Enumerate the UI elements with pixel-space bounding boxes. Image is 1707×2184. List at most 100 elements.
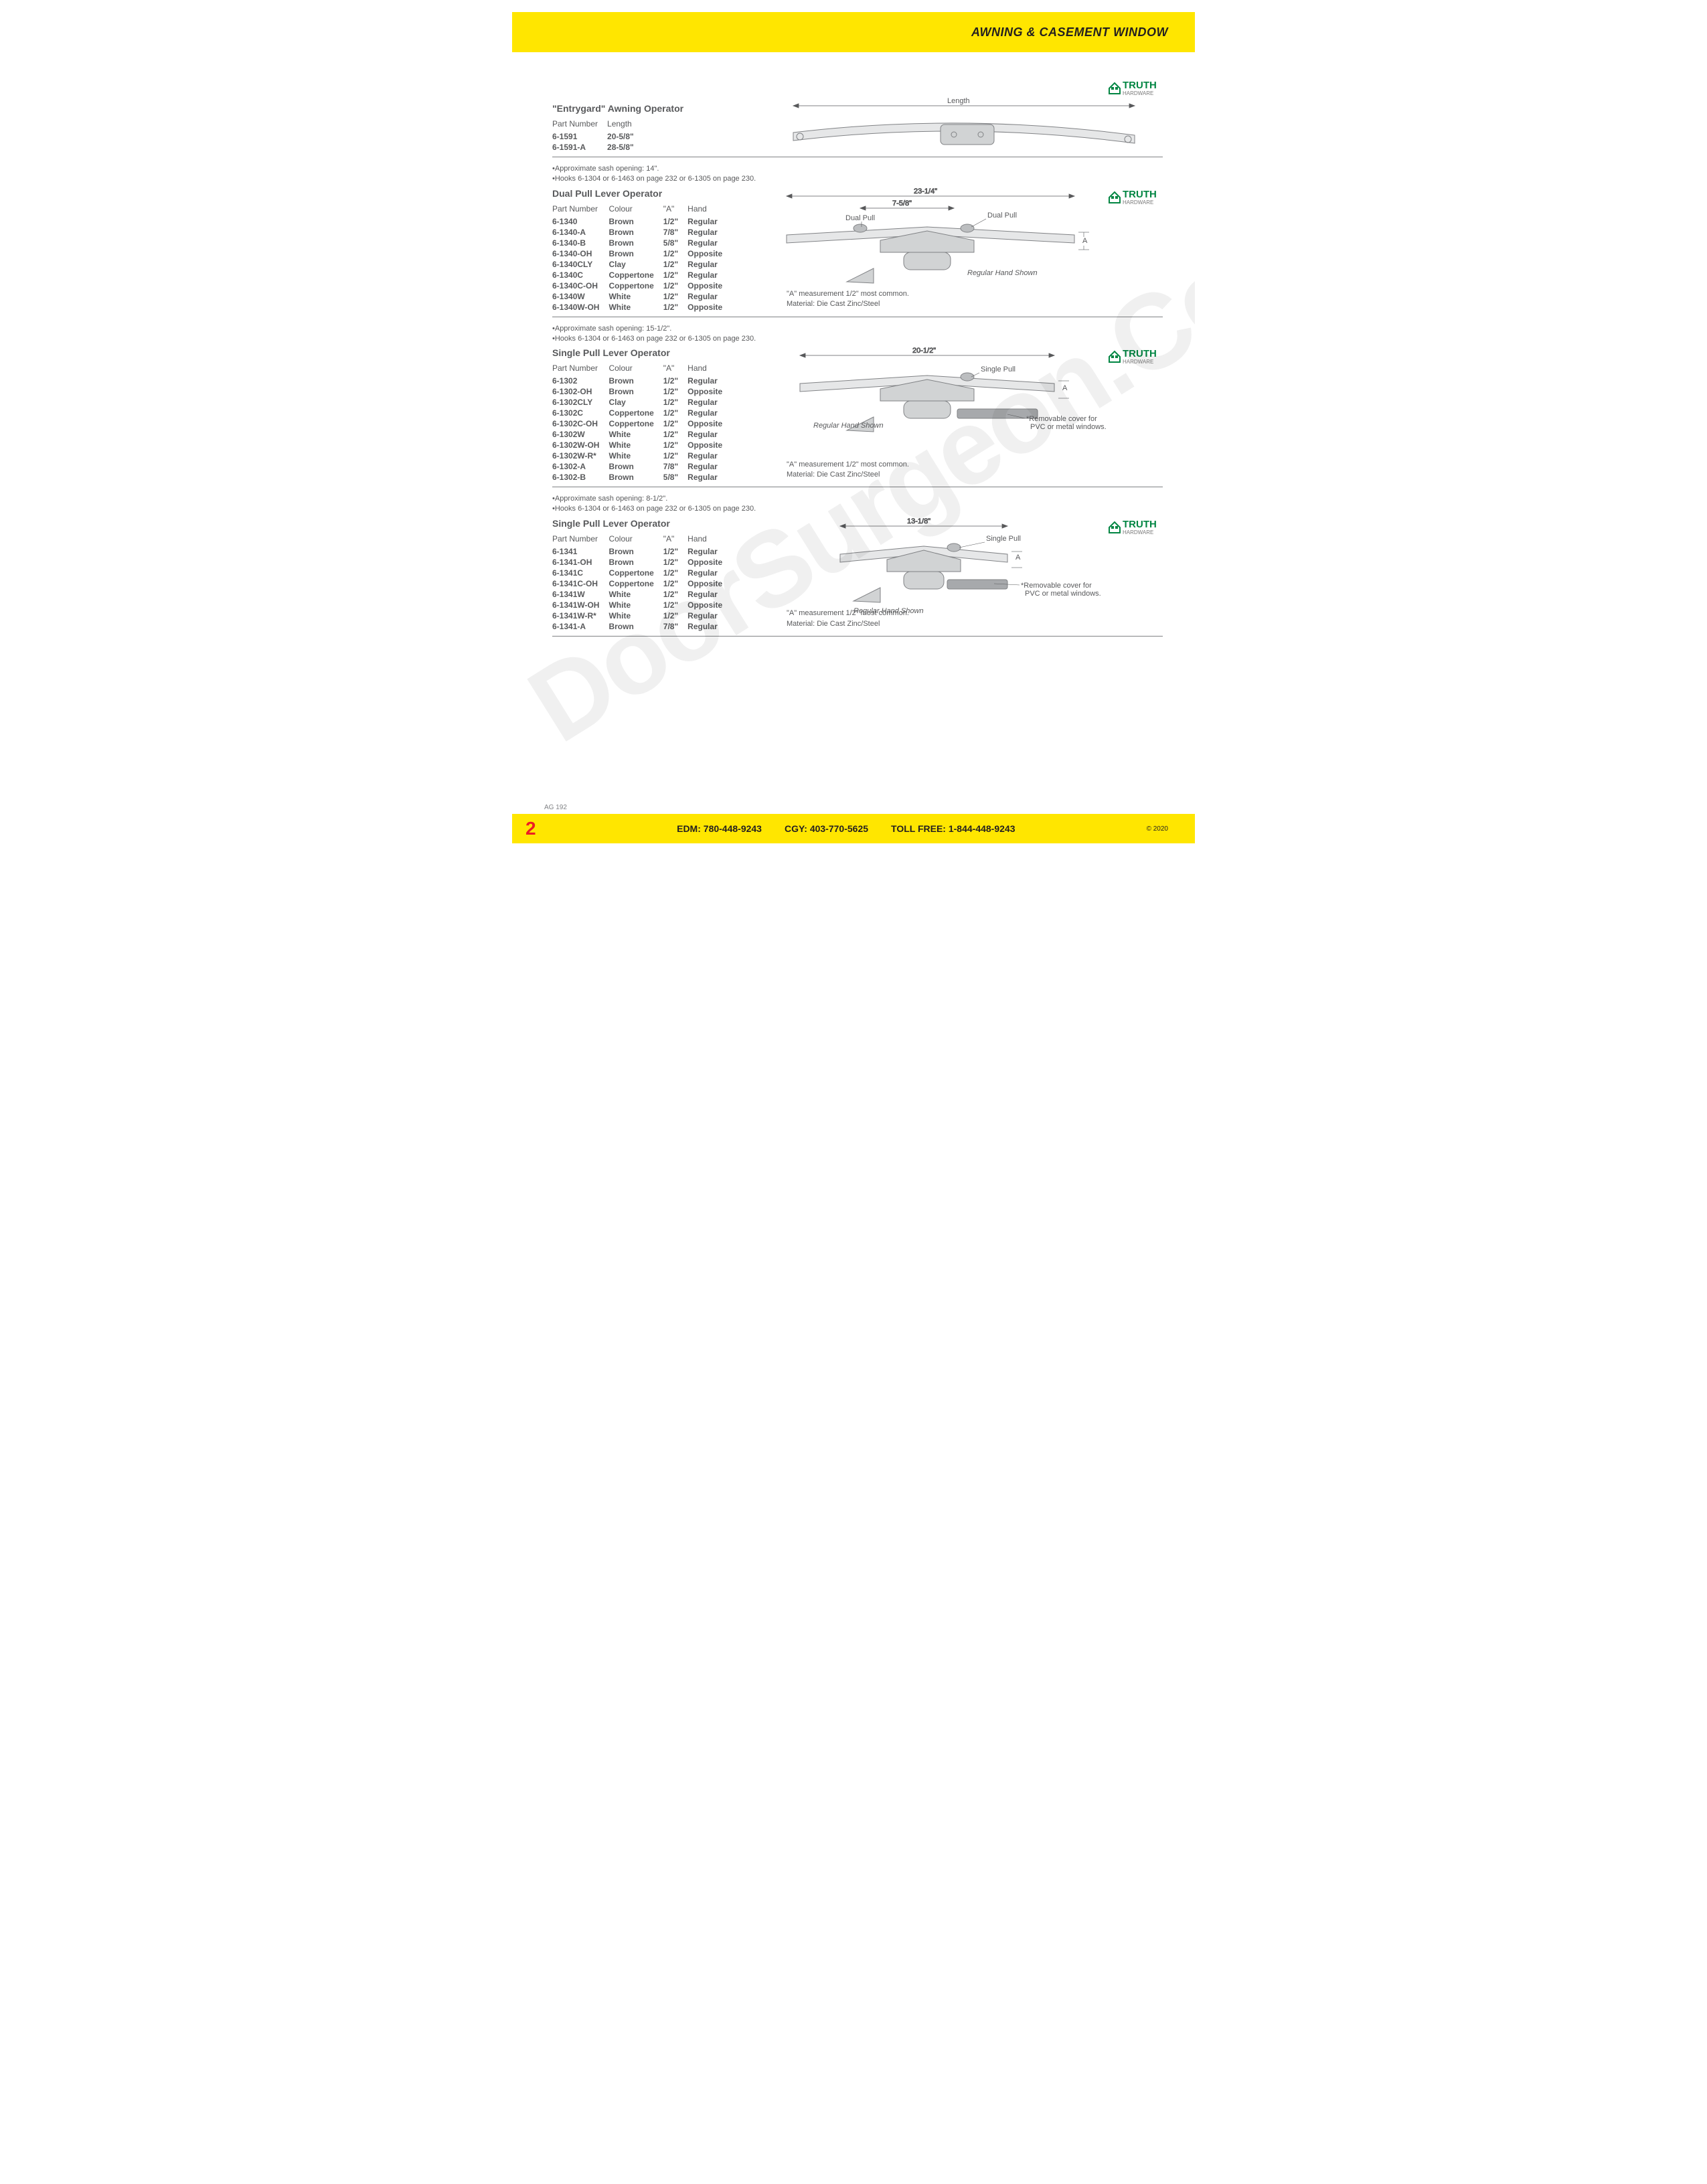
svg-text:Single Pull: Single Pull [981, 365, 1015, 373]
section2-title: Dual Pull Lever Operator [552, 188, 773, 199]
table-cell: 7/8" [663, 461, 687, 472]
svg-text:Single Pull: Single Pull [986, 535, 1021, 543]
table-cell: 6-1340C-OH [552, 280, 608, 291]
material-label: Material: [787, 620, 815, 628]
table-cell: White [608, 429, 663, 440]
svg-text:Regular Hand Shown: Regular Hand Shown [967, 269, 1038, 277]
table-cell: Coppertone [608, 578, 663, 589]
section4-notes: •Approximate sash opening: 8-1/2". •Hook… [552, 494, 1163, 514]
table-cell: Coppertone [608, 568, 663, 578]
table-cell: 1/2" [663, 375, 687, 386]
table-cell: 1/2" [663, 610, 687, 621]
table-cell: 6-1340C [552, 270, 608, 280]
table-cell: Regular [687, 238, 732, 248]
table-cell: 5/8" [663, 238, 687, 248]
table-cell: Regular [687, 472, 732, 483]
table-cell: Brown [608, 461, 663, 472]
svg-text:7-5/8": 7-5/8" [892, 199, 912, 207]
table-row: 6-1341WWhite1/2"Regular [552, 589, 732, 600]
table-row: 6-1340W-OHWhite1/2"Opposite [552, 302, 732, 313]
table-cell: 7/8" [663, 621, 687, 632]
table-cell: 6-1341 [552, 546, 608, 557]
table-cell: Regular [687, 589, 732, 600]
table-cell: Coppertone [608, 418, 663, 429]
svg-text:HARDWARE: HARDWARE [1123, 199, 1153, 205]
table-header-row: Part Number Length [552, 118, 643, 131]
svg-text:13-1/8": 13-1/8" [907, 518, 930, 525]
svg-text:*Removable cover for: *Removable cover for [1026, 415, 1097, 423]
table-cell: Brown [608, 621, 663, 632]
col-a: "A" [663, 533, 687, 546]
table-row: 6-1591-A28-5/8" [552, 142, 643, 153]
svg-text:PVC or metal windows.: PVC or metal windows. [1030, 423, 1107, 431]
table-cell: 6-1302-B [552, 472, 608, 483]
section1-table: Part Number Length 6-159120-5/8"6-1591-A… [552, 118, 643, 153]
table-cell: 1/2" [663, 408, 687, 418]
note-line: •Hooks 6-1304 or 6-1463 on page 232 or 6… [552, 174, 1163, 184]
table-cell: 28-5/8" [607, 142, 643, 153]
section-dual-pull: •Approximate sash opening: 14". •Hooks 6… [552, 164, 1163, 317]
note-line: •Hooks 6-1304 or 6-1463 on page 232 or 6… [552, 504, 1163, 514]
table-cell: Regular [687, 216, 732, 227]
table-row: 6-1302Brown1/2"Regular [552, 375, 732, 386]
table-cell: 6-1302 [552, 375, 608, 386]
table-cell: 6-1302W-OH [552, 440, 608, 450]
table-cell: 1/2" [663, 578, 687, 589]
material-note: "A" measurement 1/2" most common. Materi… [787, 289, 909, 310]
svg-text:A: A [1015, 554, 1021, 562]
table-cell: 6-1302-A [552, 461, 608, 472]
table-cell: 6-1340-B [552, 238, 608, 248]
diagram-single-pull-1: 20-1/2" Single Pull A [773, 347, 1148, 461]
section2-tbody: 6-1340Brown1/2"Regular6-1340-ABrown7/8"R… [552, 216, 732, 313]
table-row: 6-1302WWhite1/2"Regular [552, 429, 732, 440]
page-footer: AG 192 2 EDM: 780-448-9243 CGY: 403-770-… [512, 804, 1195, 843]
table-cell: Coppertone [608, 270, 663, 280]
table-row: 6-1341W-OHWhite1/2"Opposite [552, 600, 732, 610]
svg-text:TRUTH: TRUTH [1123, 80, 1157, 91]
table-cell: 1/2" [663, 546, 687, 557]
table-cell: 1/2" [663, 557, 687, 568]
section2-table: Part Number Colour "A" Hand 6-1340Brown1… [552, 203, 732, 313]
footer-code: AG 192 [512, 804, 1195, 811]
table-cell: 1/2" [663, 302, 687, 313]
table-cell: White [608, 291, 663, 302]
table-cell: 6-1341-OH [552, 557, 608, 568]
table-row: 6-1340CCoppertone1/2"Regular [552, 270, 732, 280]
table-cell: White [608, 302, 663, 313]
table-cell: 20-5/8" [607, 131, 643, 142]
table-cell: 1/2" [663, 216, 687, 227]
svg-text:HARDWARE: HARDWARE [1123, 529, 1153, 535]
table-row: 6-1302CCoppertone1/2"Regular [552, 408, 732, 418]
truth-hardware-logo: TRUTH HARDWARE [1103, 345, 1163, 367]
header-bar: AWNING & CASEMENT WINDOW [512, 12, 1195, 52]
table-cell: 1/2" [663, 418, 687, 429]
section3-table: Part Number Colour "A" Hand 6-1302Brown1… [552, 362, 732, 483]
table-header-row: Part Number Colour "A" Hand [552, 362, 732, 375]
page-category-title: AWNING & CASEMENT WINDOW [971, 25, 1168, 39]
svg-text:PVC or metal windows.: PVC or metal windows. [1025, 590, 1101, 598]
table-cell: Regular [687, 568, 732, 578]
table-cell: Regular [687, 259, 732, 270]
main-content: "Entrygard" Awning Operator Part Number … [512, 52, 1195, 657]
table-cell: 6-1340-A [552, 227, 608, 238]
material-note: "A" measurement 1/2" most common. Materi… [787, 460, 909, 481]
section4-title: Single Pull Lever Operator [552, 518, 773, 529]
table-row: 6-1302-BBrown5/8"Regular [552, 472, 732, 483]
table-cell: Opposite [687, 600, 732, 610]
footer-contacts: EDM: 780-448-9243 CGY: 403-770-5625 TOLL… [572, 823, 1120, 834]
table-row: 6-1302-OHBrown1/2"Opposite [552, 386, 732, 397]
a-measure-note: "A" measurement 1/2" most common. [787, 460, 909, 470]
col-part: Part Number [552, 533, 608, 546]
footer-bar: 2 EDM: 780-448-9243 CGY: 403-770-5625 TO… [512, 814, 1195, 843]
table-cell: Coppertone [608, 408, 663, 418]
section1-title: "Entrygard" Awning Operator [552, 103, 773, 114]
table-cell: Regular [687, 429, 732, 440]
svg-text:*Removable cover for: *Removable cover for [1021, 582, 1092, 590]
table-cell: Clay [608, 397, 663, 408]
table-cell: Opposite [687, 302, 732, 313]
diagram-dual-pull: 23-1/4" 7-5/8" Dual Pull [773, 188, 1148, 302]
table-cell: 1/2" [663, 440, 687, 450]
svg-text:A: A [1082, 237, 1088, 245]
table-row: 6-1341C-OHCoppertone1/2"Opposite [552, 578, 732, 589]
table-row: 6-1341Brown1/2"Regular [552, 546, 732, 557]
